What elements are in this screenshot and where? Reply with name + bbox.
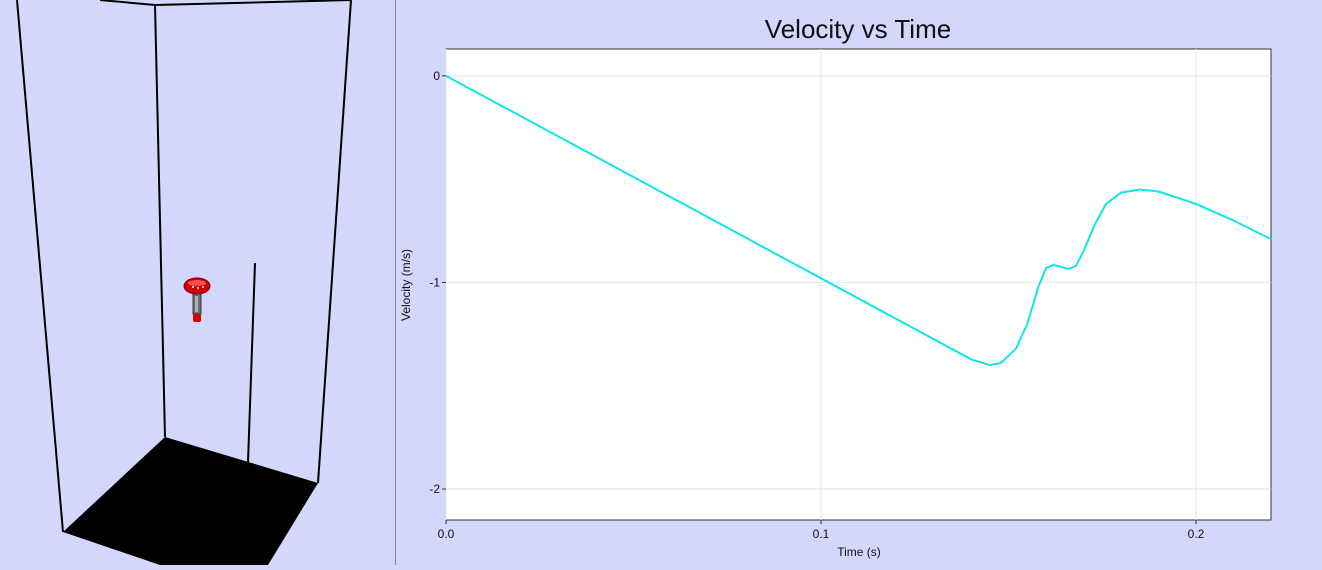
3d-scene-viewport[interactable]	[0, 0, 395, 565]
drop-tester-icon[interactable]	[183, 277, 211, 322]
panel-divider[interactable]	[395, 0, 396, 565]
x-tick-label: 0.0	[438, 527, 455, 541]
y-tick-label: -2	[429, 482, 440, 496]
y-axis-ticks: 0 -1 -2	[429, 69, 446, 496]
box-edge-top	[154, 0, 352, 6]
scene-canvas[interactable]	[0, 0, 395, 565]
velocity-chart: Velocity vs Time 0 -1 -2 0.0 0.1 0.2 Time (s…	[399, 14, 1272, 559]
velocity-chart-panel: Velocity vs Time 0 -1 -2 0.0 0.1 0.2 Time (s…	[396, 0, 1322, 565]
x-axis-label: Time (s)	[837, 545, 881, 559]
y-tick-label: -1	[429, 275, 440, 289]
chart-title: Velocity vs Time	[765, 14, 951, 44]
box-edge-back-right	[247, 262, 256, 463]
floor-plate	[63, 437, 318, 565]
series-velocity-line	[445, 75, 1272, 367]
plot-area	[445, 48, 1272, 521]
box-edge-back-left	[154, 4, 166, 438]
x-tick-label: 0.1	[813, 527, 830, 541]
x-tick-label: 0.2	[1188, 527, 1205, 541]
grid-lines	[445, 49, 1271, 520]
y-axis-label: Velocity (m/s)	[399, 249, 413, 321]
box-edge-front-left	[16, 0, 64, 533]
y-tick-label: 0	[433, 69, 440, 83]
box-edge-top-left	[99, 0, 156, 6]
box-edge-front-right	[317, 0, 352, 484]
x-axis-ticks: 0.0 0.1 0.2	[438, 520, 1205, 541]
